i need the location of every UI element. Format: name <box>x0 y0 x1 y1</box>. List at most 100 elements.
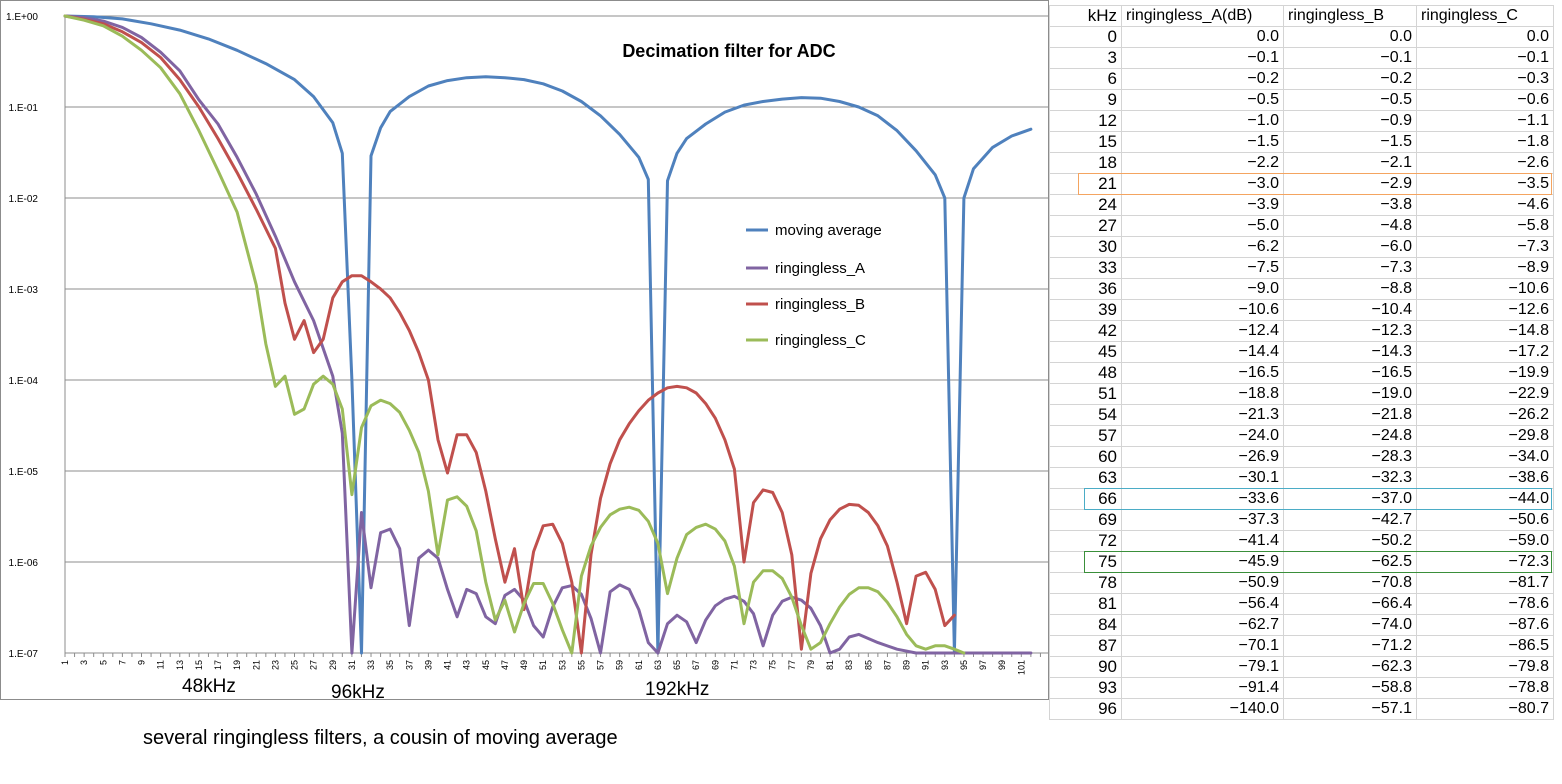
table-cell-khz: 87 <box>1049 635 1122 657</box>
x-tick-label: 81 <box>825 660 835 670</box>
legend-entry: ringingless_B <box>775 296 865 313</box>
table-row: 48 −16.5 −16.5 −19.9 <box>1049 362 1554 384</box>
table-cell-khz: 84 <box>1049 614 1122 636</box>
x-tick-label: 25 <box>290 660 300 670</box>
column-header: ringingless_C <box>1416 5 1554 27</box>
table-cell-value: −62.7 <box>1121 614 1284 636</box>
x-tick-label: 69 <box>710 660 720 670</box>
table-cell-value: −10.6 <box>1121 299 1284 321</box>
x-tick-label: 53 <box>557 660 567 670</box>
table-cell-khz: 96 <box>1049 698 1122 720</box>
table-cell-value: −74.0 <box>1283 614 1417 636</box>
x-tick-label: 77 <box>787 660 797 670</box>
table-row: 84 −62.7 −74.0 −87.6 <box>1049 614 1554 636</box>
table-row: 57 −24.0 −24.8 −29.8 <box>1049 425 1554 447</box>
table-cell-value: −19.0 <box>1283 383 1417 405</box>
table-cell-value: −12.3 <box>1283 320 1417 342</box>
x-tick-label: 59 <box>615 660 625 670</box>
table-cell-khz: 39 <box>1049 299 1122 321</box>
table-cell-value: −10.4 <box>1283 299 1417 321</box>
table-cell-khz: 66 <box>1049 488 1122 510</box>
table-row: 78 −50.9 −70.8 −81.7 <box>1049 572 1554 594</box>
series-line <box>63 14 966 655</box>
table-cell-value: −24.0 <box>1121 425 1284 447</box>
table-cell-value: −0.1 <box>1283 47 1417 69</box>
x-tick-label: 27 <box>309 660 319 670</box>
y-tick-label: 1.E-05 <box>9 467 39 478</box>
table-cell-khz: 24 <box>1049 194 1122 216</box>
table-cell-value: −62.3 <box>1283 656 1417 678</box>
table-cell-value: −0.1 <box>1121 47 1284 69</box>
table-cell-value: −12.4 <box>1121 320 1284 342</box>
series-line <box>63 14 1033 655</box>
y-tick-label: 1.E-01 <box>9 103 39 114</box>
x-tick-label: 41 <box>443 660 453 670</box>
table-cell-value: −56.4 <box>1121 593 1284 615</box>
table-cell-value: −3.5 <box>1416 173 1554 195</box>
column-header: ringingless_A(dB) <box>1121 5 1284 27</box>
table-cell-khz: 42 <box>1049 320 1122 342</box>
x-tick-label: 93 <box>940 660 950 670</box>
table-cell-value: −4.6 <box>1416 194 1554 216</box>
table-cell-value: −2.2 <box>1121 152 1284 174</box>
table-cell-value: −0.9 <box>1283 110 1417 132</box>
table-cell-value: −34.0 <box>1416 446 1554 468</box>
table-cell-khz: 93 <box>1049 677 1122 699</box>
table-cell-value: −21.3 <box>1121 404 1284 426</box>
x-tick-label: 15 <box>194 660 204 670</box>
table-cell-khz: 63 <box>1049 467 1122 489</box>
caption-48khz: 48kHz <box>182 676 236 697</box>
table-cell-value: −6.2 <box>1121 236 1284 258</box>
table-cell-value: −6.0 <box>1283 236 1417 258</box>
x-tick-label: 29 <box>328 660 338 670</box>
table-cell-khz: 69 <box>1049 509 1122 531</box>
x-tick-label: 83 <box>844 660 854 670</box>
table-cell-value: −37.3 <box>1121 509 1284 531</box>
table-cell-value: −44.0 <box>1416 488 1554 510</box>
x-tick-label: 101 <box>1016 660 1026 675</box>
x-tick-label: 51 <box>538 660 548 670</box>
table-cell-khz: 45 <box>1049 341 1122 363</box>
table-cell-value: −2.9 <box>1283 173 1417 195</box>
x-tick-label: 35 <box>385 660 395 670</box>
table-cell-khz: 15 <box>1049 131 1122 153</box>
table-cell-value: −50.2 <box>1283 530 1417 552</box>
x-tick-label: 71 <box>729 660 739 670</box>
table-cell-value: −3.9 <box>1121 194 1284 216</box>
table-row: 60 −26.9 −28.3 −34.0 <box>1049 446 1554 468</box>
legend-entry: ringingless_C <box>775 332 866 349</box>
table-cell-value: −10.6 <box>1416 278 1554 300</box>
y-tick-label: 1.E-02 <box>9 194 39 205</box>
x-tick-label: 57 <box>596 660 606 670</box>
table-cell-khz: 27 <box>1049 215 1122 237</box>
table-cell-khz: 51 <box>1049 383 1122 405</box>
table-cell-value: −18.8 <box>1121 383 1284 405</box>
table-cell-value: −29.8 <box>1416 425 1554 447</box>
table-cell-value: −91.4 <box>1121 677 1284 699</box>
y-tick-label: 1.E-07 <box>9 649 39 660</box>
table-cell-value: −14.3 <box>1283 341 1417 363</box>
x-tick-label: 97 <box>978 660 988 670</box>
chart-title: Decimation filter for ADC <box>622 41 835 61</box>
y-tick-label: 1.E-04 <box>9 376 39 387</box>
x-tick-label: 43 <box>462 660 472 670</box>
table-cell-value: −26.2 <box>1416 404 1554 426</box>
table-cell-khz: 6 <box>1049 68 1122 90</box>
x-tick-label: 87 <box>882 660 892 670</box>
x-tick-label: 67 <box>691 660 701 670</box>
table-cell-khz: 60 <box>1049 446 1122 468</box>
table-cell-value: −26.9 <box>1121 446 1284 468</box>
table-row: 66 −33.6 −37.0 −44.0 <box>1049 488 1554 510</box>
table-cell-khz: 21 <box>1049 173 1122 195</box>
table-cell-value: −50.6 <box>1416 509 1554 531</box>
table-cell-value: −78.8 <box>1416 677 1554 699</box>
x-tick-label: 23 <box>270 660 280 670</box>
footnote: several ringingless filters, a cousin of… <box>143 727 618 749</box>
table-cell-value: −87.6 <box>1416 614 1554 636</box>
y-tick-label: 1.E-06 <box>9 558 39 569</box>
x-tick-label: 21 <box>251 660 261 670</box>
x-tick-label: 19 <box>232 660 242 670</box>
table-cell-value: −1.5 <box>1283 131 1417 153</box>
table-cell-value: −41.4 <box>1121 530 1284 552</box>
table-row: 0 0.0 0.0 0.0 <box>1049 26 1554 48</box>
